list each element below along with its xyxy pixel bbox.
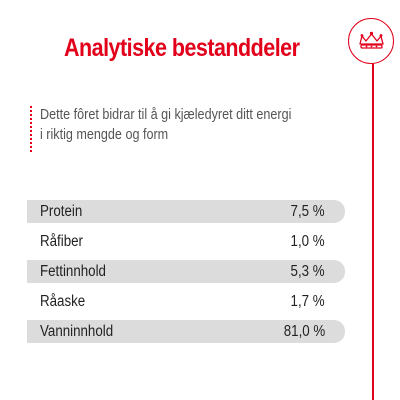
page-title: Analytiske bestanddeler <box>64 34 300 62</box>
row-label: Fettinnhold <box>40 263 106 280</box>
row-label: Vanninnhold <box>40 323 114 340</box>
brand-badge <box>348 18 394 64</box>
table-row: Protein 7,5 % <box>27 200 345 223</box>
analysis-table: Protein 7,5 % Råfiber 1,0 % Fettinnhold … <box>27 200 345 350</box>
row-label: Protein <box>40 203 83 220</box>
row-value: 81,0 % <box>283 323 325 340</box>
crown-icon <box>359 31 384 49</box>
intro-line-1: Dette fôret bidrar til å gi kjæledyret d… <box>40 106 292 123</box>
row-value: 5,3 % <box>290 263 325 280</box>
table-row: Råfiber 1,0 % <box>27 230 345 253</box>
row-label: Råaske <box>40 293 86 310</box>
row-value: 1,7 % <box>290 293 325 310</box>
intro-dotted-rule <box>30 106 32 152</box>
intro-block: Dette fôret bidrar til å gi kjæledyret d… <box>30 104 330 154</box>
row-value: 1,0 % <box>290 233 325 250</box>
intro-text: Dette fôret bidrar til å gi kjæledyret d… <box>40 105 317 145</box>
table-row: Råaske 1,7 % <box>27 290 345 313</box>
brand-accent-rule <box>372 60 374 400</box>
row-value: 7,5 % <box>290 203 325 220</box>
table-row: Fettinnhold 5,3 % <box>27 260 345 283</box>
row-label: Råfiber <box>40 233 83 250</box>
table-row: Vanninnhold 81,0 % <box>27 320 345 343</box>
intro-line-2: i riktig mengde og form <box>40 126 169 143</box>
